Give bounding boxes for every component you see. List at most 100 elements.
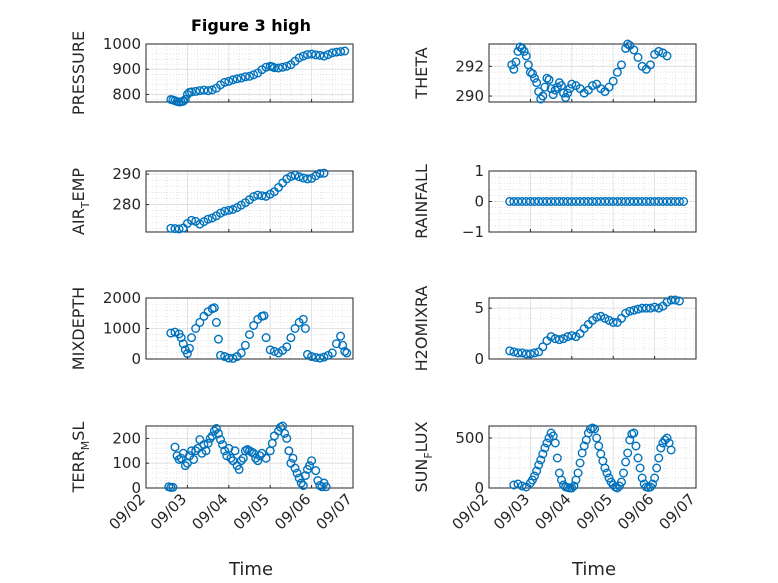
h2omixra-data-point <box>530 348 540 358</box>
figure-title: Figure 3 high <box>191 16 311 35</box>
theta-ylabel: THETA <box>412 47 431 99</box>
air-temp-ytick-label: 290 <box>112 165 141 183</box>
h2omixra-data-point <box>625 306 635 316</box>
rainfall-ylabel: RAINFALL <box>412 164 431 239</box>
theta-data-point <box>561 93 571 103</box>
terr-msl-data-point <box>211 423 221 433</box>
pressure-axes-frame <box>145 43 354 103</box>
terr-msl-data-point <box>236 456 246 466</box>
sun-flux-data-point <box>573 468 583 478</box>
sun-flux-data-point <box>540 443 550 453</box>
mixdepth-data-point <box>176 333 186 343</box>
mixdepth-data-point <box>187 333 197 343</box>
terr-msl-data-point <box>253 456 263 466</box>
h2omixra-data-point <box>666 295 676 305</box>
terr-msl-data-point <box>226 453 236 463</box>
mixdepth-data-point <box>269 346 279 356</box>
pressure-data-point <box>191 86 201 96</box>
air-temp-data-point <box>170 224 180 234</box>
h2omixra-data-point <box>608 317 618 327</box>
h2omixra-data-point <box>546 332 556 342</box>
theta-data-point <box>604 82 614 92</box>
sun-flux-data-point <box>552 453 562 463</box>
pressure-data-point <box>282 61 292 71</box>
sun-flux-data-point <box>616 477 626 487</box>
terr-msl-data-point <box>180 461 190 471</box>
air-temp-ylabel: AIRTEMP <box>69 168 92 235</box>
mixdepth-data-point <box>307 352 317 362</box>
theta-data-point <box>542 73 552 83</box>
terr-msl-axes-frame <box>145 425 354 489</box>
air-temp-data-point <box>203 214 213 224</box>
sun-flux-data-point <box>567 483 577 493</box>
mixdepth-data-point <box>178 339 188 349</box>
terr-msl-ytick-label: 100 <box>112 454 141 472</box>
theta-data-point <box>612 67 622 77</box>
h2omixra-ytick-label: 0 <box>474 350 484 368</box>
terr-msl-data-point <box>199 440 209 450</box>
air-temp-data-point <box>253 190 263 200</box>
mixdepth-data-point <box>182 349 192 359</box>
rainfall-markers <box>505 196 689 206</box>
pressure-data-point <box>180 94 190 104</box>
pressure-data-point <box>207 85 217 95</box>
h2omixra-panel: 0 5 H2OMIXRA <box>412 286 697 371</box>
rainfall-data-point <box>679 196 689 206</box>
sun-flux-data-point <box>602 468 612 478</box>
air-temp-data-point <box>319 168 329 178</box>
sun-flux-data-point <box>517 481 527 491</box>
sun-flux-ytick-label: 0 <box>474 479 484 497</box>
pressure-data-point <box>244 71 254 81</box>
sun-flux-xtick-label: 09/05 <box>573 490 616 533</box>
air-temp-data-point <box>187 215 197 225</box>
mixdepth-data-point <box>213 334 223 344</box>
theta-data-point <box>527 69 537 79</box>
theta-data-point <box>532 78 542 88</box>
sun-flux-data-point <box>648 479 658 489</box>
h2omixra-data-point <box>654 303 664 313</box>
pressure-data-point <box>340 46 350 56</box>
mixdepth-data-point <box>244 330 254 340</box>
pressure-data-point <box>203 86 213 96</box>
theta-axes-frame <box>488 43 697 103</box>
terr-msl-xtick-label: 09/07 <box>313 490 356 533</box>
pressure-data-point <box>228 75 238 85</box>
terr-msl-ylabel: TERRMSL <box>69 422 92 494</box>
terr-msl-data-point <box>213 428 223 438</box>
theta-data-point <box>519 46 529 56</box>
theta-data-point <box>629 45 639 55</box>
sun-flux-data-point <box>530 471 540 481</box>
terr-msl-data-point <box>288 453 298 463</box>
mixdepth-data-point <box>282 342 292 352</box>
mixdepth-data-point <box>211 317 221 327</box>
mixdepth-data-point <box>240 340 250 350</box>
air-temp-data-point <box>257 191 267 201</box>
pressure-data-point <box>220 77 230 87</box>
sun-flux-xtick-label: 09/02 <box>449 490 492 533</box>
h2omixra-data-point <box>509 347 519 357</box>
pressure-data-point <box>224 76 234 86</box>
terr-msl-data-point <box>307 456 317 466</box>
sun-flux-data-point <box>513 479 523 489</box>
theta-data-point <box>633 52 643 62</box>
mixdepth-data-point <box>290 324 300 334</box>
h2omixra-data-point <box>567 331 577 341</box>
sun-flux-data-point <box>532 466 542 476</box>
mixdepth-data-point <box>300 324 310 334</box>
air-temp-axes-frame <box>145 170 354 233</box>
sun-flux-data-point <box>652 463 662 473</box>
air-temp-panel: 280 290 AIRTEMP <box>69 165 354 235</box>
h2omixra-data-point <box>513 348 523 358</box>
rainfall-data-point <box>674 196 684 206</box>
theta-data-point <box>616 60 626 70</box>
terr-msl-data-point <box>290 463 300 473</box>
h2omixra-axes-frame <box>488 297 697 360</box>
pressure-ytick-label: 1000 <box>103 35 141 53</box>
h2omixra-data-point <box>650 302 660 312</box>
terr-msl-data-point <box>300 471 310 481</box>
rainfall-ytick-label: −1 <box>462 223 484 241</box>
terr-msl-data-point <box>189 454 199 464</box>
air-temp-ytick-label: 280 <box>112 196 141 214</box>
